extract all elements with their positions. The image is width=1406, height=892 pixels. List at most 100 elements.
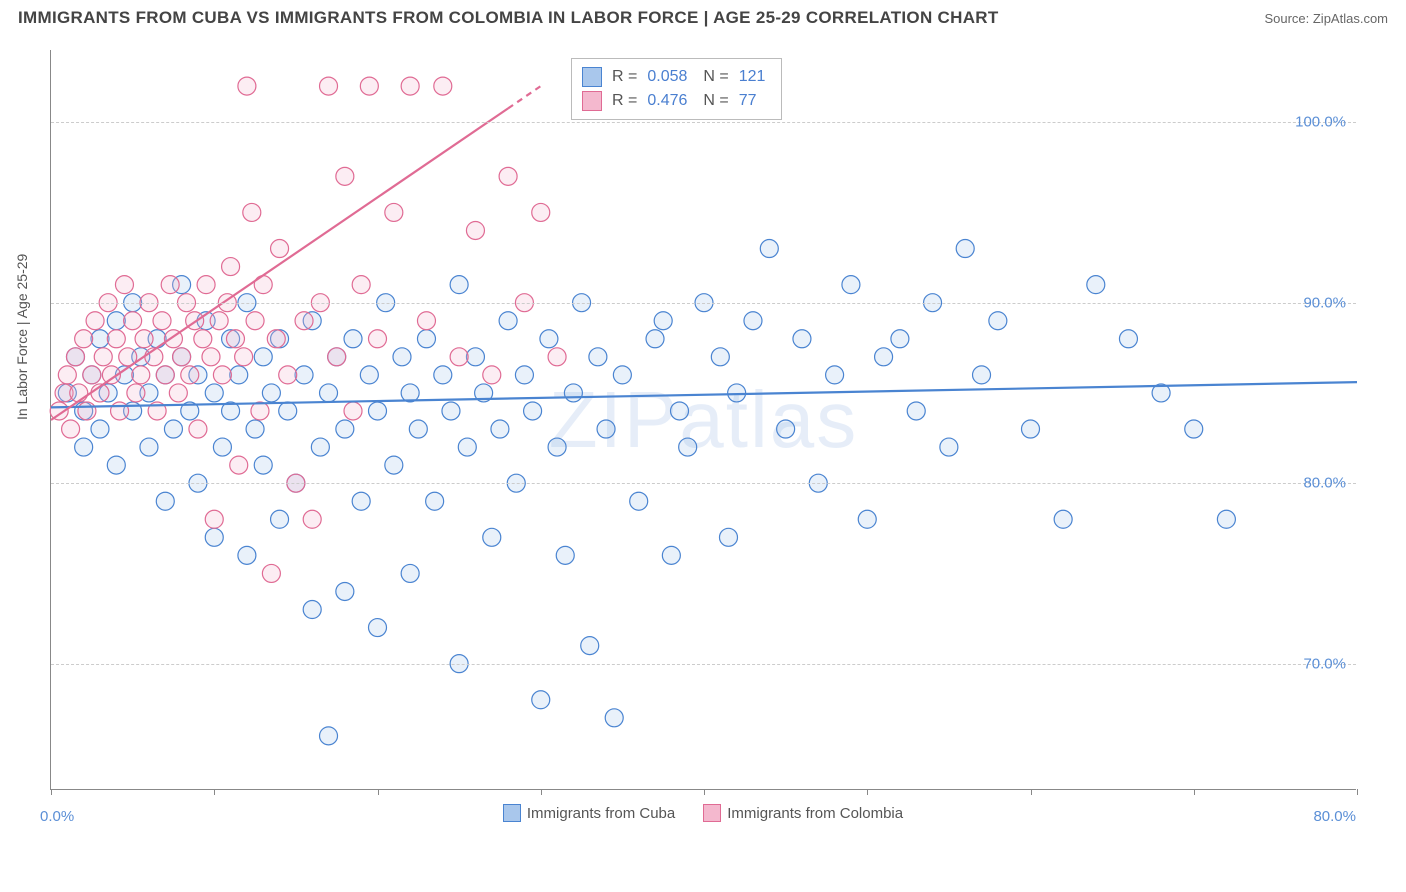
data-point xyxy=(548,348,566,366)
data-point xyxy=(161,276,179,294)
legend-item: Immigrants from Colombia xyxy=(703,804,903,822)
data-point xyxy=(279,402,297,420)
data-point xyxy=(254,348,272,366)
data-point xyxy=(393,348,411,366)
data-point xyxy=(115,276,133,294)
data-point xyxy=(238,546,256,564)
data-point xyxy=(295,312,313,330)
data-point xyxy=(989,312,1007,330)
data-point xyxy=(303,601,321,619)
stat-row: R =0.476N =77 xyxy=(582,89,771,113)
data-point xyxy=(271,240,289,258)
bottom-legend: Immigrants from CubaImmigrants from Colo… xyxy=(0,804,1406,826)
scatter-plot xyxy=(51,50,1356,789)
data-point xyxy=(458,438,476,456)
grid-line xyxy=(51,122,1356,123)
y-tick-label: 100.0% xyxy=(1295,114,1346,131)
data-point xyxy=(450,348,468,366)
data-point xyxy=(107,456,125,474)
data-point xyxy=(83,366,101,384)
data-point xyxy=(262,564,280,582)
data-point xyxy=(1119,330,1137,348)
data-point xyxy=(564,384,582,402)
data-point xyxy=(156,366,174,384)
data-point xyxy=(251,402,269,420)
legend-swatch xyxy=(503,804,521,822)
x-tick xyxy=(1031,789,1032,795)
x-tick xyxy=(1194,789,1195,795)
data-point xyxy=(671,402,689,420)
data-point xyxy=(760,240,778,258)
data-point xyxy=(417,330,435,348)
data-point xyxy=(434,366,452,384)
data-point xyxy=(213,366,231,384)
data-point xyxy=(524,402,542,420)
data-point xyxy=(127,384,145,402)
data-point xyxy=(385,203,403,221)
data-point xyxy=(254,456,272,474)
data-point xyxy=(352,492,370,510)
data-point xyxy=(597,420,615,438)
data-point xyxy=(515,366,533,384)
data-point xyxy=(401,564,419,582)
data-point xyxy=(320,727,338,745)
data-point xyxy=(466,348,484,366)
data-point xyxy=(956,240,974,258)
data-point xyxy=(86,312,104,330)
data-point xyxy=(1087,276,1105,294)
data-point xyxy=(940,438,958,456)
data-point xyxy=(75,438,93,456)
x-tick xyxy=(214,789,215,795)
data-point xyxy=(907,402,925,420)
data-point xyxy=(858,510,876,528)
data-point xyxy=(140,438,158,456)
data-point xyxy=(581,637,599,655)
data-point xyxy=(450,276,468,294)
data-point xyxy=(1022,420,1040,438)
data-point xyxy=(262,384,280,402)
chart-title: IMMIGRANTS FROM CUBA VS IMMIGRANTS FROM … xyxy=(18,8,999,28)
data-point xyxy=(303,510,321,528)
data-point xyxy=(70,384,88,402)
data-point xyxy=(662,546,680,564)
stat-n-value: 77 xyxy=(739,92,757,110)
data-point xyxy=(311,438,329,456)
y-axis-label: In Labor Force | Age 25-29 xyxy=(14,254,30,420)
stat-swatch xyxy=(582,91,602,111)
header: IMMIGRANTS FROM CUBA VS IMMIGRANTS FROM … xyxy=(0,0,1406,32)
stat-r-value: 0.476 xyxy=(647,92,687,110)
data-point xyxy=(483,366,501,384)
data-point xyxy=(442,402,460,420)
source-label: Source: ZipAtlas.com xyxy=(1264,11,1388,26)
data-point xyxy=(605,709,623,727)
data-point xyxy=(246,420,264,438)
x-tick xyxy=(867,789,868,795)
data-point xyxy=(164,420,182,438)
data-point xyxy=(532,691,550,709)
data-point xyxy=(194,330,212,348)
data-point xyxy=(328,348,346,366)
y-tick-label: 80.0% xyxy=(1303,475,1346,492)
data-point xyxy=(630,492,648,510)
data-point xyxy=(78,402,96,420)
data-point xyxy=(197,276,215,294)
data-point xyxy=(210,312,228,330)
data-point xyxy=(369,330,387,348)
x-tick xyxy=(378,789,379,795)
data-point xyxy=(826,366,844,384)
data-point xyxy=(243,203,261,221)
data-point xyxy=(132,366,150,384)
data-point xyxy=(213,438,231,456)
data-point xyxy=(532,203,550,221)
data-point xyxy=(62,420,80,438)
data-point xyxy=(589,348,607,366)
data-point xyxy=(540,330,558,348)
data-point xyxy=(230,456,248,474)
x-tick xyxy=(51,789,52,795)
data-point xyxy=(360,77,378,95)
data-point xyxy=(344,330,362,348)
data-point xyxy=(344,402,362,420)
data-point xyxy=(230,366,248,384)
data-point xyxy=(205,510,223,528)
data-point xyxy=(369,402,387,420)
